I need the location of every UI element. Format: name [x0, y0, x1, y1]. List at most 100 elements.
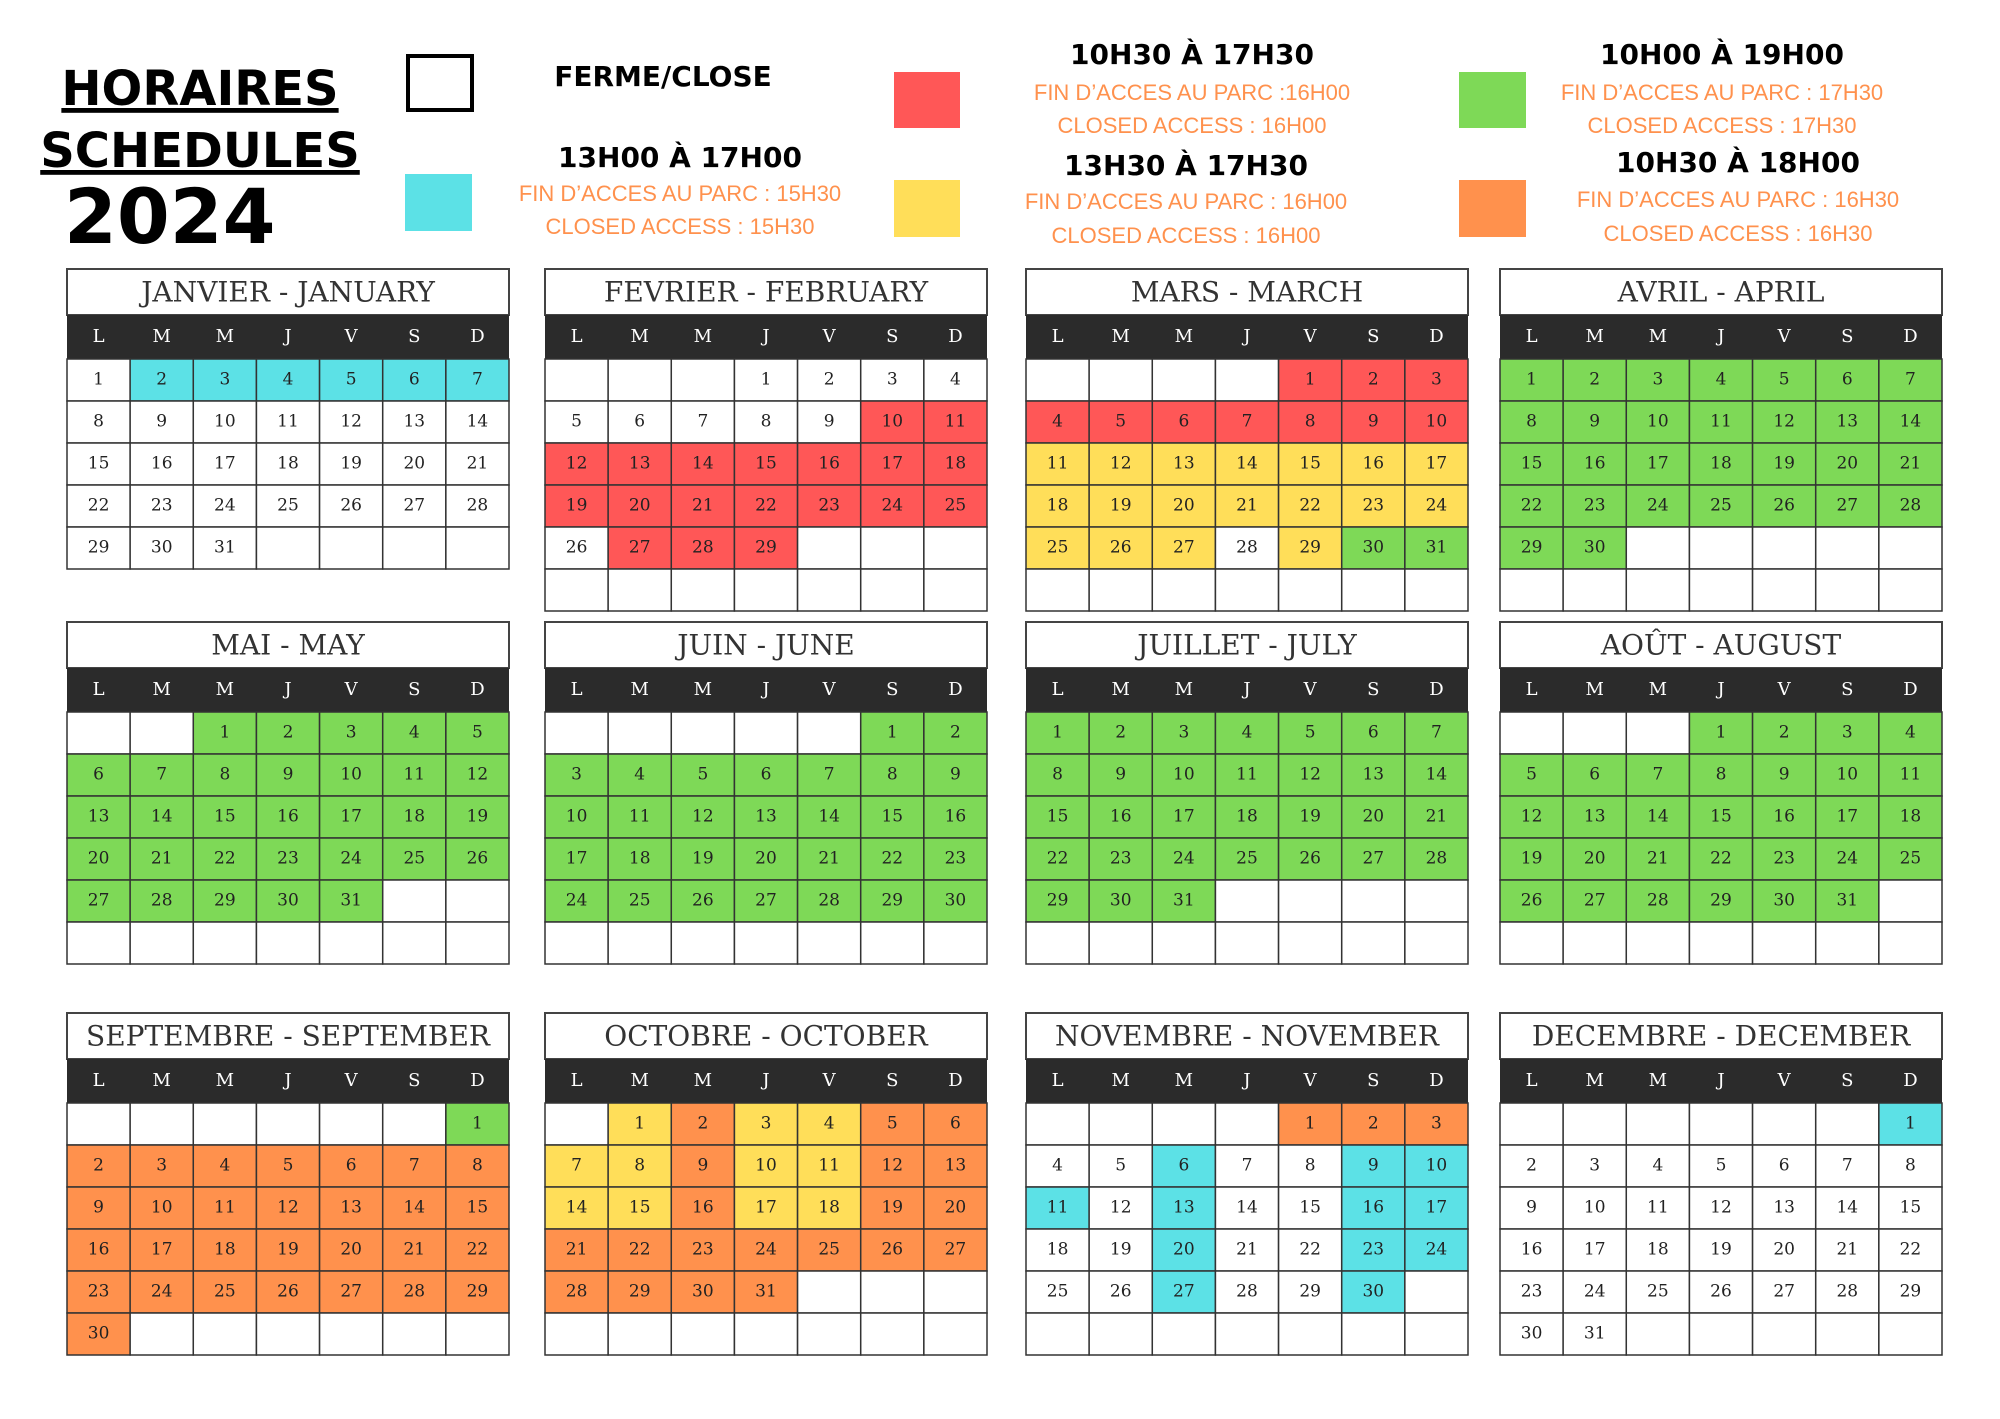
day-number: 21	[151, 849, 173, 869]
day-number: 11	[1047, 454, 1069, 474]
day-number: 27	[1584, 891, 1606, 911]
weekday: M	[1111, 326, 1129, 347]
day-number: 1	[634, 1114, 645, 1134]
day-number: 3	[571, 765, 582, 785]
day-number: 14	[818, 807, 840, 827]
weekday: M	[1585, 679, 1603, 700]
day-number: 16	[1773, 807, 1795, 827]
day-number: 8	[472, 1156, 483, 1176]
day-number: 14	[566, 1198, 588, 1218]
day-cell	[544, 1312, 609, 1356]
day-cell	[1404, 921, 1469, 965]
day-cell	[1625, 1270, 1691, 1314]
day-number: 2	[697, 1114, 708, 1134]
day-number: 26	[1521, 891, 1543, 911]
day-number: 21	[566, 1240, 588, 1260]
day-cell	[66, 1270, 131, 1314]
day-number: 1	[93, 370, 104, 390]
day-cell	[1214, 1144, 1280, 1188]
day-cell	[192, 795, 258, 839]
day-cell	[607, 526, 673, 570]
day-cell	[445, 753, 510, 797]
day-cell	[670, 526, 736, 570]
day-number: 27	[403, 496, 425, 516]
legend-note: FIN D’ACCES AU PARC : 16H00	[1025, 189, 1347, 214]
day-cell	[129, 442, 195, 486]
day-cell	[129, 921, 195, 965]
day-cell	[192, 442, 258, 486]
day-number: 19	[1299, 807, 1321, 827]
day-number: 6	[409, 370, 420, 390]
day-number: 12	[881, 1156, 903, 1176]
day-cell	[318, 879, 384, 923]
day-number: 23	[1584, 496, 1606, 516]
day-cell	[1814, 1144, 1880, 1188]
day-cell	[923, 442, 988, 486]
day-number: 21	[467, 454, 489, 474]
day-number: 6	[761, 765, 772, 785]
day-number: 8	[887, 765, 898, 785]
day-cell	[1499, 526, 1564, 570]
day-cell	[1340, 358, 1406, 402]
day-number: 28	[818, 891, 840, 911]
day-number: 17	[755, 1198, 777, 1218]
day-number: 29	[1900, 1282, 1922, 1302]
day-cell	[670, 442, 736, 486]
day-cell	[670, 1312, 736, 1356]
day-number: 3	[1842, 723, 1853, 743]
day-number: 27	[1173, 538, 1195, 558]
weekday-header	[1026, 315, 1468, 359]
day-number: 5	[1115, 1156, 1126, 1176]
day-number: 28	[566, 1282, 588, 1302]
day-number: 7	[697, 412, 708, 432]
day-number: 29	[1299, 1282, 1321, 1302]
day-number: 3	[346, 723, 357, 743]
day-cell	[733, 358, 799, 402]
day-number: 6	[1178, 412, 1189, 432]
day-number: 5	[887, 1114, 898, 1134]
day-cell	[445, 837, 510, 881]
day-cell	[733, 1186, 799, 1230]
day-number: 30	[88, 1324, 110, 1344]
day-number: 13	[1173, 1198, 1195, 1218]
day-number: 14	[692, 454, 714, 474]
day-cell	[1688, 1186, 1754, 1230]
day-cell	[670, 879, 736, 923]
day-number: 24	[1647, 496, 1669, 516]
day-number: 21	[818, 849, 840, 869]
day-number: 2	[1589, 370, 1600, 390]
day-number: 21	[1900, 454, 1922, 474]
legend-note: CLOSED ACCESS : 15H30	[545, 214, 814, 239]
day-cell	[1688, 1312, 1754, 1356]
weekday: M	[1111, 679, 1129, 700]
day-number: 9	[1589, 412, 1600, 432]
day-number: 15	[1299, 454, 1321, 474]
weekday: S	[408, 679, 420, 700]
day-number: 18	[1047, 1240, 1069, 1260]
day-number: 20	[945, 1198, 967, 1218]
day-number: 19	[566, 496, 588, 516]
day-cell	[1688, 1144, 1754, 1188]
day-number: 13	[1584, 807, 1606, 827]
day-number: 8	[1716, 765, 1727, 785]
day-number: 14	[1236, 454, 1258, 474]
day-cell	[1214, 753, 1280, 797]
day-cell	[733, 795, 799, 839]
day-number: 28	[467, 496, 489, 516]
day-cell	[544, 1186, 609, 1230]
day-cell	[1751, 795, 1817, 839]
day-number: 1	[1526, 370, 1537, 390]
legend-label: 10H00 À 19H00	[1600, 37, 1844, 71]
day-cell	[607, 568, 673, 612]
day-cell	[923, 1312, 988, 1356]
day-cell	[1340, 400, 1406, 444]
day-cell	[607, 1102, 673, 1146]
day-number: 19	[1110, 496, 1132, 516]
day-cell	[1814, 442, 1880, 486]
day-cell	[1625, 1102, 1691, 1146]
day-cell	[1625, 484, 1691, 528]
day-cell	[1340, 1270, 1406, 1314]
day-cell	[129, 1102, 195, 1146]
day-cell	[1025, 484, 1090, 528]
weekday: L	[1052, 679, 1064, 700]
